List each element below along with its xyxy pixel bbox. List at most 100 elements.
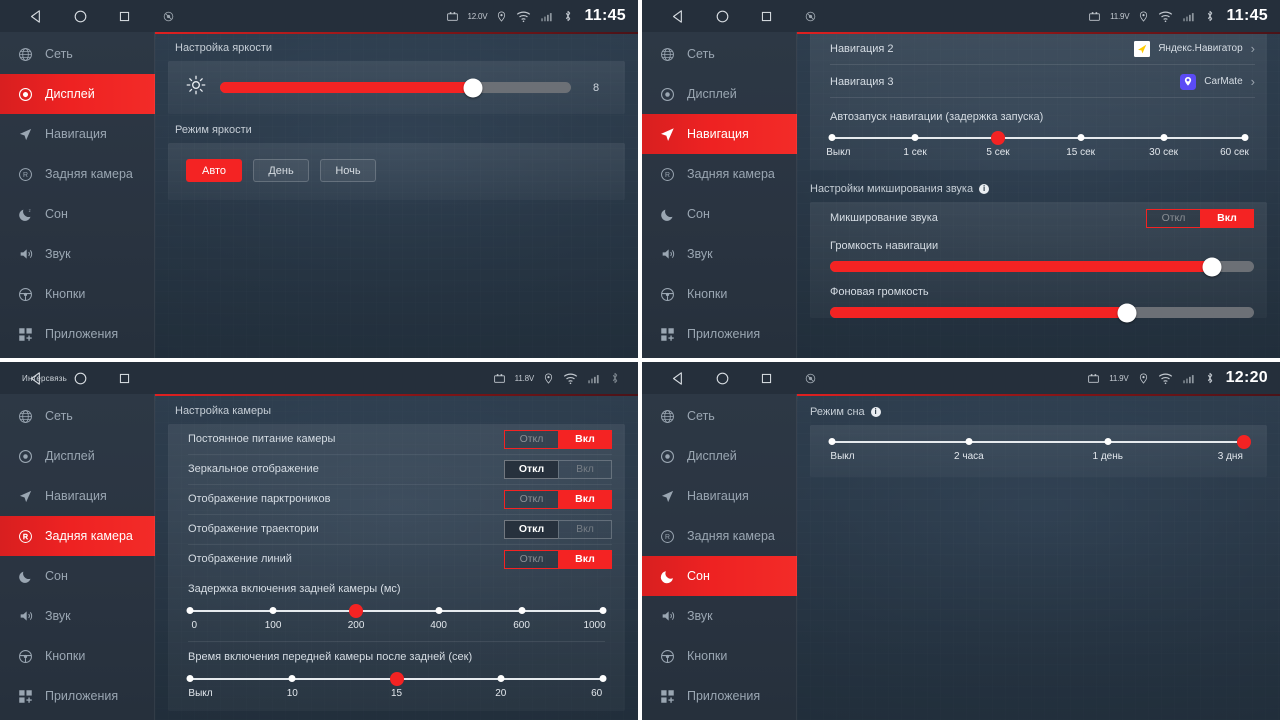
- brightness-mode-day[interactable]: День: [253, 159, 309, 182]
- navigation-icon: [17, 126, 34, 143]
- panel-gap-vertical: [638, 362, 642, 720]
- toggle-off[interactable]: Откл: [504, 429, 558, 449]
- sidebar-item-sleep[interactable]: z Сон: [0, 194, 155, 234]
- bg-volume-slider[interactable]: [830, 303, 1254, 322]
- toggle-off[interactable]: Откл: [504, 549, 558, 569]
- sidebar-item-sound[interactable]: Звук: [0, 596, 155, 636]
- svg-text:R: R: [23, 172, 28, 179]
- toggle-off[interactable]: Откл: [504, 519, 558, 539]
- sidebar-item-apps[interactable]: Приложения: [642, 676, 797, 716]
- sidebar-item-sleep[interactable]: Сон: [0, 556, 155, 596]
- sleep-mode-slider[interactable]: [828, 434, 1252, 449]
- tick-label: 1 сек: [903, 147, 927, 158]
- recents-icon[interactable]: [102, 0, 146, 32]
- sidebar-item-rear-camera[interactable]: R Задняя камера: [642, 154, 797, 194]
- home-icon[interactable]: [58, 0, 102, 32]
- recents-icon[interactable]: [744, 0, 788, 32]
- brightness-mode-auto[interactable]: Авто: [186, 159, 242, 182]
- sidebar-item-rear-camera[interactable]: R Задняя камера: [0, 516, 155, 556]
- rear-camera-icon: R: [659, 166, 676, 183]
- sidebar-item-label: Звук: [45, 247, 71, 261]
- home-icon[interactable]: [58, 362, 102, 394]
- info-icon[interactable]: i: [870, 407, 881, 417]
- sidebar-item-navigation[interactable]: Навигация: [642, 114, 797, 154]
- sidebar-item-buttons[interactable]: Кнопки: [642, 274, 797, 314]
- sidebar-item-buttons[interactable]: Кнопки: [0, 274, 155, 314]
- status-bar: 12.0V 11:45: [0, 0, 638, 32]
- nav-volume-label: Громкость навигации: [830, 240, 939, 252]
- sidebar-item-display[interactable]: Дисплей: [0, 74, 155, 114]
- sidebar-item-navigation[interactable]: Навигация: [0, 114, 155, 154]
- wifi-icon: [1158, 373, 1172, 384]
- autostart-delay-block: Автозапуск навигации (задержка запуска) …: [810, 98, 1267, 170]
- svg-text:R: R: [665, 172, 670, 179]
- sidebar-item-network[interactable]: Сеть: [642, 396, 797, 436]
- sidebar-item-navigation[interactable]: Навигация: [642, 476, 797, 516]
- display-panel: 12.0V 11:45 Сеть Дисплей Навигация R Задн…: [0, 0, 638, 358]
- sidebar-item-rear-camera[interactable]: R Задняя камера: [0, 154, 155, 194]
- sidebar-item-sleep[interactable]: Сон: [642, 556, 797, 596]
- sidebar-item-network[interactable]: Сеть: [0, 396, 155, 436]
- info-icon[interactable]: i: [979, 184, 990, 194]
- sidebar-item-buttons[interactable]: Кнопки: [0, 636, 155, 676]
- sidebar-item-sound[interactable]: Звук: [642, 234, 797, 274]
- camera-section-label: Настройка камеры: [175, 405, 272, 417]
- accent-divider: [797, 32, 1280, 34]
- home-icon[interactable]: [700, 362, 744, 394]
- front-delay-slider[interactable]: [186, 671, 607, 686]
- nav-app-row-2[interactable]: Навигация 2 Яндекс.Навигатор ›: [810, 32, 1267, 65]
- sidebar-item-buttons[interactable]: Кнопки: [642, 636, 797, 676]
- sidebar-item-sleep[interactable]: Сон: [642, 194, 797, 234]
- back-icon[interactable]: [14, 362, 58, 394]
- sidebar-item-display[interactable]: Дисплей: [642, 436, 797, 476]
- sidebar-item-display[interactable]: Дисплей: [642, 74, 797, 114]
- nav-app-row-3[interactable]: Навигация 3 CarMate ›: [810, 65, 1267, 98]
- brightness-slider[interactable]: [220, 78, 571, 97]
- recents-icon[interactable]: [102, 362, 146, 394]
- parking-sensors-toggle[interactable]: Откл Вкл: [504, 489, 612, 509]
- sidebar-item-display[interactable]: Дисплей: [0, 436, 155, 476]
- toggle-on[interactable]: Вкл: [558, 549, 612, 569]
- back-icon[interactable]: [656, 362, 700, 394]
- back-icon[interactable]: [656, 0, 700, 32]
- rear-delay-slider[interactable]: [186, 603, 607, 618]
- toggle-on[interactable]: Вкл: [1200, 208, 1254, 228]
- battery-voltage: 11.8V: [514, 373, 535, 383]
- audio-mixing-toggle[interactable]: Откл Вкл: [1146, 208, 1254, 228]
- screenshot-icon[interactable]: [788, 0, 832, 32]
- toggle-on[interactable]: Вкл: [558, 459, 612, 479]
- sidebar-item-apps[interactable]: Приложения: [0, 314, 155, 354]
- sidebar-item-network[interactable]: Сеть: [642, 34, 797, 74]
- sidebar-item-network[interactable]: Сеть: [0, 34, 155, 74]
- camera-power-toggle[interactable]: Откл Вкл: [504, 429, 612, 449]
- autostart-delay-slider[interactable]: [828, 130, 1249, 145]
- toggle-off[interactable]: Откл: [504, 459, 558, 479]
- recents-icon[interactable]: [744, 362, 788, 394]
- toggle-on[interactable]: Вкл: [558, 489, 612, 509]
- content-area: Режим сна i Выкл 2: [797, 394, 1280, 720]
- sidebar-item-apps[interactable]: Приложения: [0, 676, 155, 716]
- lines-toggle[interactable]: Откл Вкл: [504, 549, 612, 569]
- apps-icon: [17, 326, 34, 343]
- trajectory-toggle[interactable]: Откл Вкл: [504, 519, 612, 539]
- brightness-mode-night[interactable]: Ночь: [320, 159, 376, 182]
- sidebar-item-sound[interactable]: Звук: [0, 234, 155, 274]
- toggle-off[interactable]: Откл: [504, 489, 558, 509]
- sidebar-item-apps[interactable]: Приложения: [642, 314, 797, 354]
- tick-label: 60: [591, 688, 603, 699]
- screenshot-icon[interactable]: [788, 362, 832, 394]
- sidebar-item-navigation[interactable]: Навигация: [0, 476, 155, 516]
- toggle-on[interactable]: Вкл: [558, 519, 612, 539]
- apps-icon: [659, 688, 676, 705]
- back-icon[interactable]: [14, 0, 58, 32]
- toggle-on[interactable]: Вкл: [558, 429, 612, 449]
- screenshot-icon[interactable]: [146, 0, 190, 32]
- toggle-off[interactable]: Откл: [1146, 208, 1200, 228]
- mirror-toggle[interactable]: Откл Вкл: [504, 459, 612, 479]
- home-icon[interactable]: [700, 0, 744, 32]
- table-row: Постоянное питание камеры Откл Вкл: [168, 424, 625, 454]
- sidebar-item-sound[interactable]: Звук: [642, 596, 797, 636]
- nav-volume-slider[interactable]: [830, 257, 1254, 276]
- row-label: Отображение линий: [188, 553, 292, 565]
- sidebar-item-rear-camera[interactable]: R Задняя камера: [642, 516, 797, 556]
